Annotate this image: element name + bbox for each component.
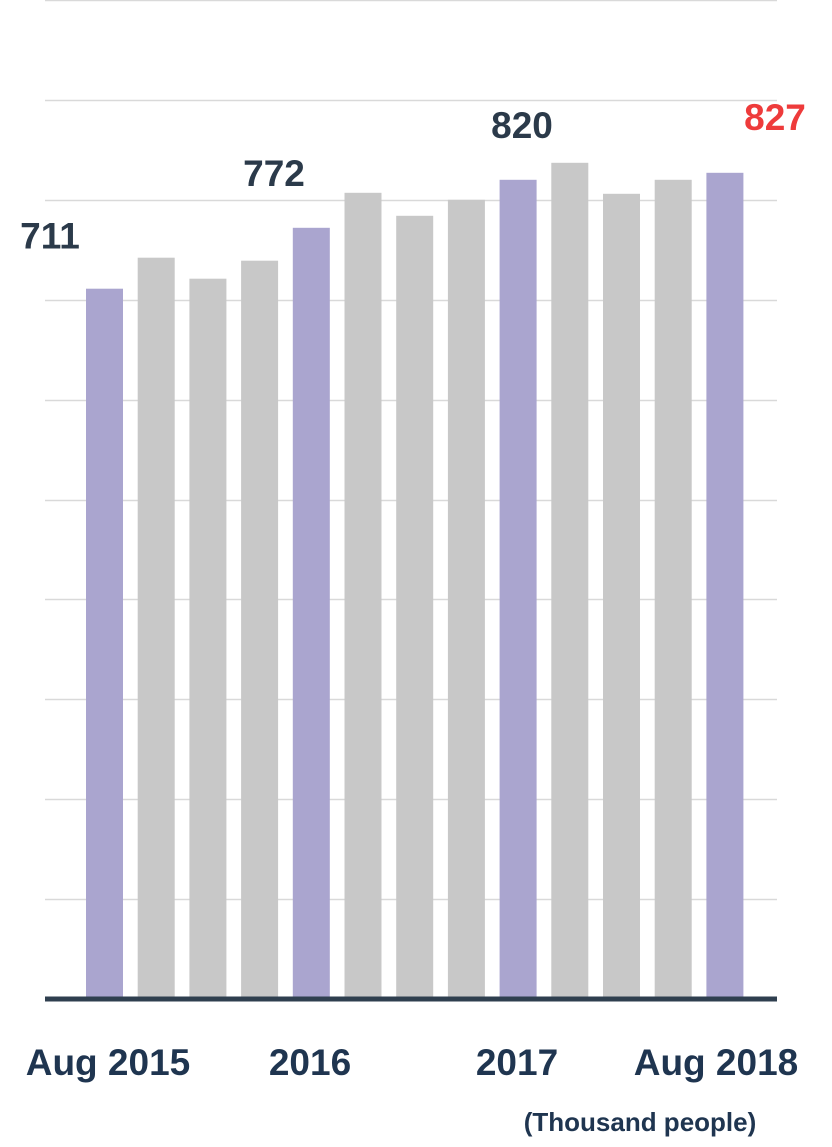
x-tick-label: Aug 2018 [634,1042,799,1083]
data-label: 711 [20,216,80,257]
bar [499,179,537,1000]
bar [241,260,279,999]
bar [344,192,382,1000]
bar [137,257,175,999]
bar [551,162,589,1000]
x-tick-label: 2016 [269,1042,351,1083]
unit-note: (Thousand people) [524,1107,757,1137]
bar [447,199,485,1000]
x-tick-labels: Aug 2015 2016 2017 Aug 2018 [26,1042,799,1083]
x-tick-label: 2017 [476,1042,558,1083]
bar [654,179,692,1000]
bar [189,278,227,999]
bar [396,215,434,1000]
bar [603,193,640,1000]
bar [86,288,123,999]
data-label: 772 [243,153,305,194]
x-tick-label: Aug 2015 [26,1042,191,1083]
bars [86,162,744,1000]
data-label: 820 [491,105,553,146]
bar [706,172,744,1000]
bar [292,227,330,1000]
data-label: 827 [744,97,806,138]
data-labels: 711 772 820 827 [20,97,806,257]
